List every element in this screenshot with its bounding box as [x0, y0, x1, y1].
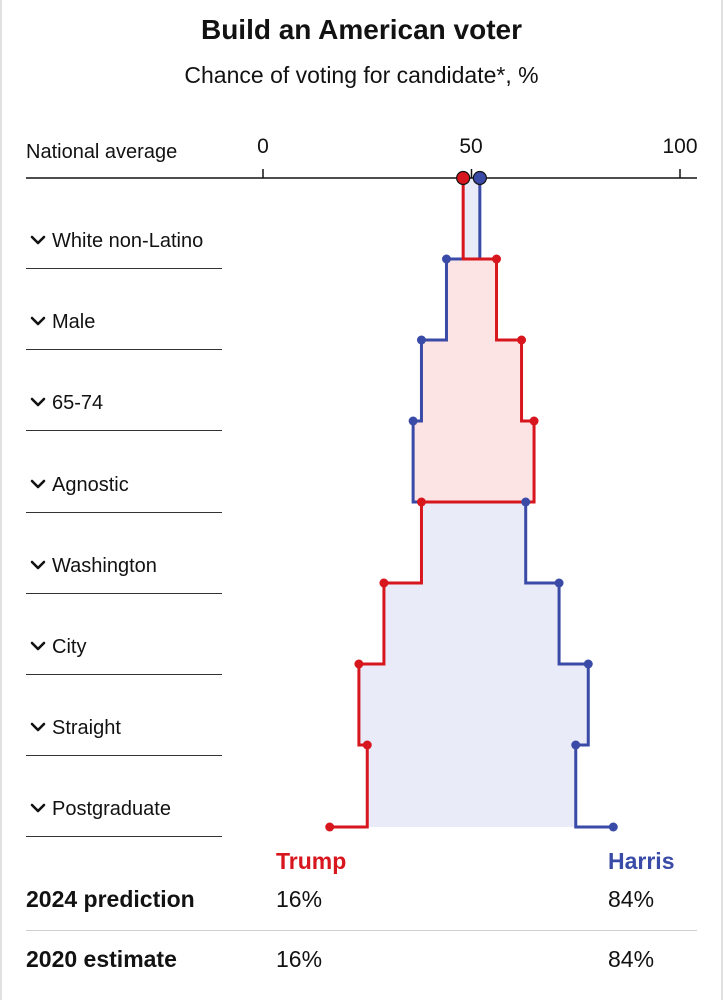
dropdown-age-label: 65-74	[52, 392, 104, 414]
chevron-down-icon	[30, 641, 46, 651]
national-average-label: National average	[26, 141, 178, 163]
harris-point	[408, 416, 418, 426]
lead-fill-band	[421, 340, 522, 421]
lead-fill-band	[358, 664, 589, 745]
left-border	[0, 0, 2, 1000]
harris-point	[416, 335, 426, 345]
dropdown-race[interactable]: White non-Latino	[26, 230, 222, 269]
harris-point	[608, 822, 618, 832]
trump-point	[529, 416, 539, 426]
chart-subtitle: Chance of voting for candidate*, %	[184, 62, 539, 88]
chevron-down-icon	[30, 235, 46, 245]
trump-point	[379, 578, 389, 588]
estimate-2020-label: 2020 estimate	[26, 946, 177, 972]
chevron-down-icon	[30, 803, 46, 813]
harris-point	[571, 740, 581, 750]
prediction-2024-trump: 16%	[276, 886, 323, 912]
dropdown-age[interactable]: 65-74	[26, 392, 222, 431]
dropdown-sex[interactable]: Male	[26, 311, 222, 350]
trump-legend-label: Trump	[276, 848, 347, 874]
harris-point	[554, 578, 564, 588]
axis-tick-label: 50	[459, 135, 483, 158]
chart-title: Build an American voter	[200, 14, 523, 45]
dropdown-education-label: Postgraduate	[52, 798, 171, 820]
trump-point	[325, 822, 335, 832]
estimate-2020-harris: 84%	[608, 946, 655, 972]
trump-point	[416, 497, 426, 507]
trump-national-point	[456, 170, 471, 186]
trump-point	[354, 659, 364, 669]
dropdown-area-label: City	[52, 636, 87, 658]
lead-fill-band	[367, 745, 576, 827]
lead-fill-band	[383, 583, 560, 664]
trump-point	[362, 740, 372, 750]
axis-tick-label: 0	[257, 135, 269, 158]
dropdown-sex-label: Male	[52, 311, 96, 333]
trump-point	[517, 335, 527, 345]
estimate-2020-trump: 16%	[276, 946, 323, 972]
chevron-down-icon	[30, 397, 46, 407]
dropdown-religion-label: Agnostic	[52, 474, 129, 496]
harris-national-point	[472, 170, 487, 186]
dropdown-education[interactable]: Postgraduate	[26, 798, 222, 837]
chevron-down-icon	[30, 560, 46, 570]
lead-fill-band	[413, 421, 535, 502]
dropdown-orientation[interactable]: Straight	[26, 717, 222, 756]
lead-fill-band	[446, 259, 497, 340]
harris-point	[583, 659, 593, 669]
lead-fill-band	[421, 502, 526, 583]
chevron-down-icon	[30, 316, 46, 326]
dropdown-state[interactable]: Washington	[26, 555, 222, 594]
lead-fill-band	[463, 178, 480, 259]
harris-point	[441, 254, 451, 264]
dropdown-orientation-label: Straight	[52, 717, 121, 739]
results-divider	[26, 930, 697, 931]
dropdown-state-label: Washington	[52, 555, 157, 577]
right-border	[721, 0, 723, 1000]
chevron-down-icon	[30, 479, 46, 489]
chevron-down-icon	[30, 722, 46, 732]
harris-point	[521, 497, 531, 507]
dropdown-race-label: White non-Latino	[52, 230, 204, 252]
dropdown-area[interactable]: City	[26, 636, 222, 675]
axis-tick-label: 100	[662, 135, 698, 158]
harris-legend-label: Harris	[608, 848, 675, 874]
dropdown-religion[interactable]: Agnostic	[26, 474, 222, 513]
prediction-2024-label: 2024 prediction	[26, 886, 195, 912]
prediction-2024-harris: 84%	[608, 886, 655, 912]
trump-point	[492, 254, 502, 264]
